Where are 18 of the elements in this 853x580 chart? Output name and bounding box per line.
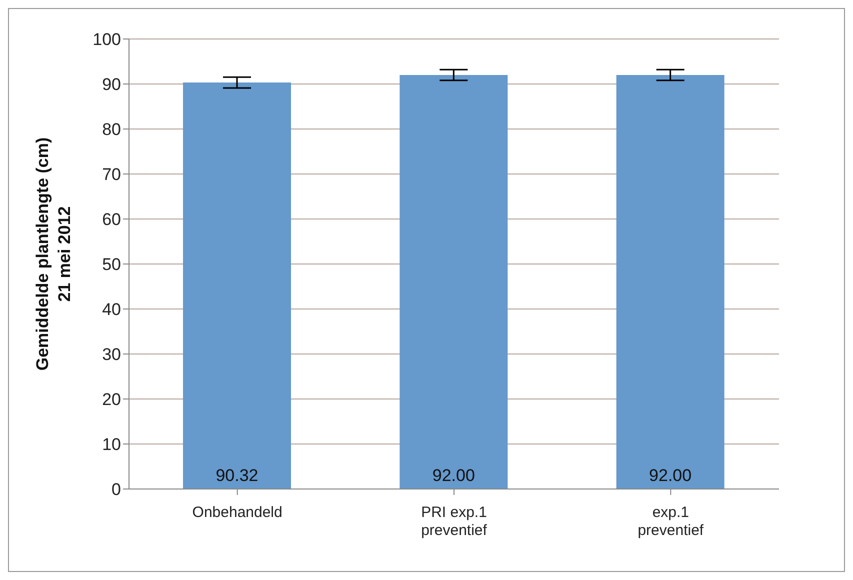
y-tick-label: 10 (102, 435, 121, 454)
y-tick-label: 80 (102, 120, 121, 140)
y-tick-label: 40 (102, 300, 121, 320)
y-tick-label: 100 (92, 30, 121, 50)
y-tick-label: 50 (102, 255, 121, 274)
y-tick-label: 70 (102, 165, 121, 184)
y-tick-label: 20 (102, 390, 121, 410)
y-tick-label: 30 (102, 345, 121, 364)
y-tick-label: 90 (102, 75, 121, 94)
x-tick-label: PRI exp.1 preventief (421, 504, 488, 539)
x-tick-label: Onbehandeld (192, 504, 282, 521)
y-axis-title: Gemiddelde plantlengte (cm) 21 mei 2012 (33, 137, 74, 371)
x-tick-label: exp.1 preventief (638, 504, 704, 539)
data-label: 92.00 (432, 466, 475, 485)
data-label: 90.32 (216, 466, 258, 485)
y-tick-label: 60 (102, 210, 121, 230)
data-label: 92.00 (649, 466, 692, 485)
y-tick-label: 0 (112, 480, 121, 500)
